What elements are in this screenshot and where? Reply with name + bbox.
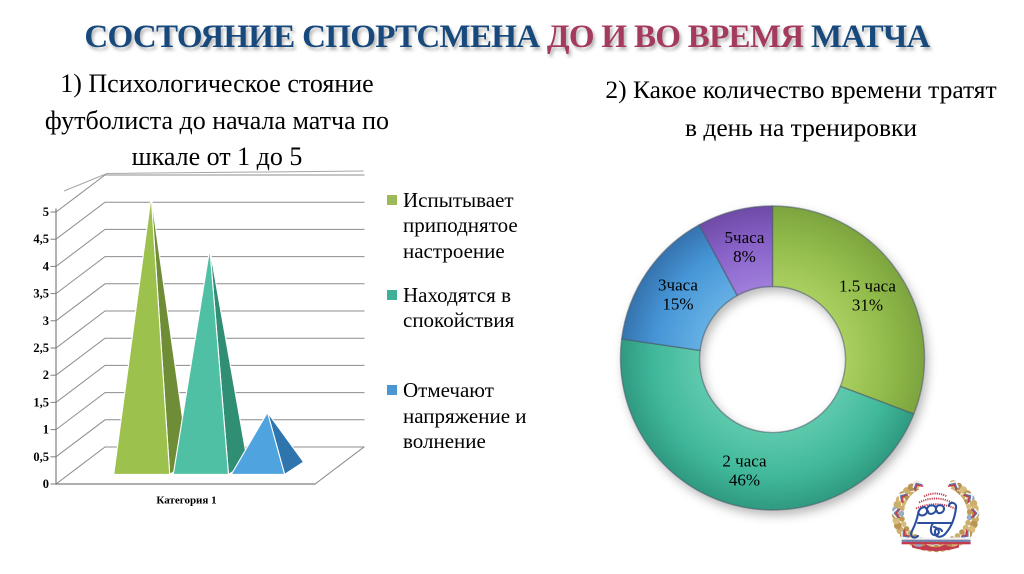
svg-text:5часа: 5часа — [725, 228, 765, 247]
svg-text:15%: 15% — [662, 295, 693, 314]
svg-text:3часа: 3часа — [658, 276, 698, 295]
svg-text:2,5: 2,5 — [33, 341, 49, 355]
svg-text:2 часа: 2 часа — [722, 452, 767, 471]
svg-text:46%: 46% — [729, 471, 760, 490]
svg-text:31%: 31% — [852, 296, 883, 315]
svg-text:5: 5 — [43, 205, 49, 219]
svg-text:1: 1 — [43, 423, 49, 437]
svg-text:3: 3 — [43, 314, 49, 328]
svg-text:2: 2 — [43, 368, 49, 382]
svg-text:1.5 часа: 1.5 часа — [839, 277, 896, 296]
svg-text:0,5: 0,5 — [33, 450, 49, 464]
svg-text:8%: 8% — [733, 247, 756, 266]
svg-text:3,5: 3,5 — [33, 287, 49, 301]
svg-text:1,5: 1,5 — [33, 395, 49, 409]
svg-text:0: 0 — [43, 477, 49, 491]
svg-text:Категория 1: Категория 1 — [156, 495, 216, 507]
svg-text:4: 4 — [43, 259, 50, 273]
svg-text:4,5: 4,5 — [33, 232, 49, 246]
